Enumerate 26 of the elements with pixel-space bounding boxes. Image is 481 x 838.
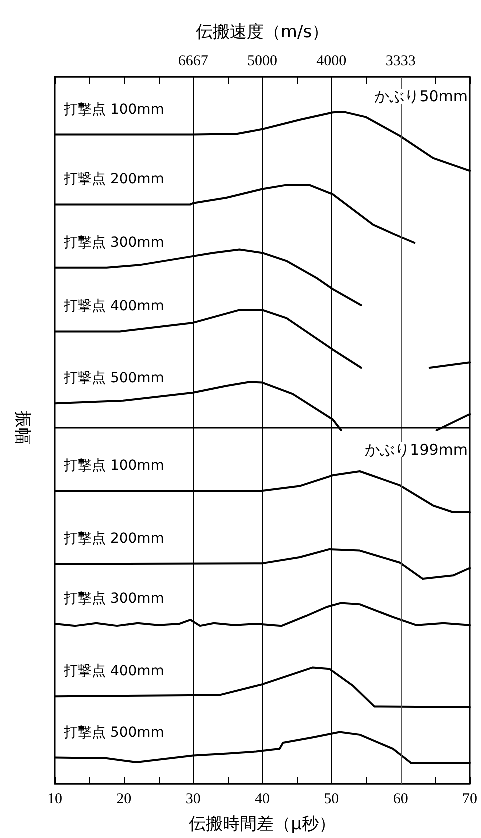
- x-tick-label: 40: [255, 792, 270, 808]
- series-label: 打撃点 400mm: [63, 664, 164, 680]
- text: 5000: [248, 54, 278, 70]
- annotation: かぶり199mm: [365, 441, 468, 459]
- series-label: 打撃点 100mm: [63, 458, 164, 474]
- text: かぶり50mm: [374, 88, 468, 106]
- x-tick-label: 50: [324, 792, 340, 808]
- text: 6667: [178, 54, 209, 70]
- x-tick-label: 10: [48, 792, 62, 808]
- series-label: 打撃点 500mm: [63, 724, 164, 741]
- x-tick-label: 20: [116, 792, 132, 808]
- x2-axis-title: 伝搬速度（m/s）: [196, 22, 330, 42]
- series-label: 打撃点 500mm: [63, 370, 164, 387]
- series-label: 打撃点 200mm: [63, 531, 164, 548]
- series-label: 打撃点 100mm: [63, 102, 164, 118]
- series-label: 打撃点 400mm: [63, 298, 164, 315]
- x-axis-title: 伝搬時間差（μ秒）: [189, 814, 336, 834]
- x-tick-label: 30: [186, 792, 201, 808]
- series-label: 打撃点 300mm: [63, 591, 164, 608]
- text: 4000: [316, 54, 347, 70]
- x-tick-label: 60: [393, 792, 408, 808]
- y-axis-title: 振幅: [12, 411, 32, 445]
- series-label: 打撃点 300mm: [63, 234, 164, 251]
- text: 3333: [386, 54, 416, 70]
- x-tick-label: 70: [462, 792, 478, 808]
- series-label: 打撃点 200mm: [63, 172, 164, 188]
